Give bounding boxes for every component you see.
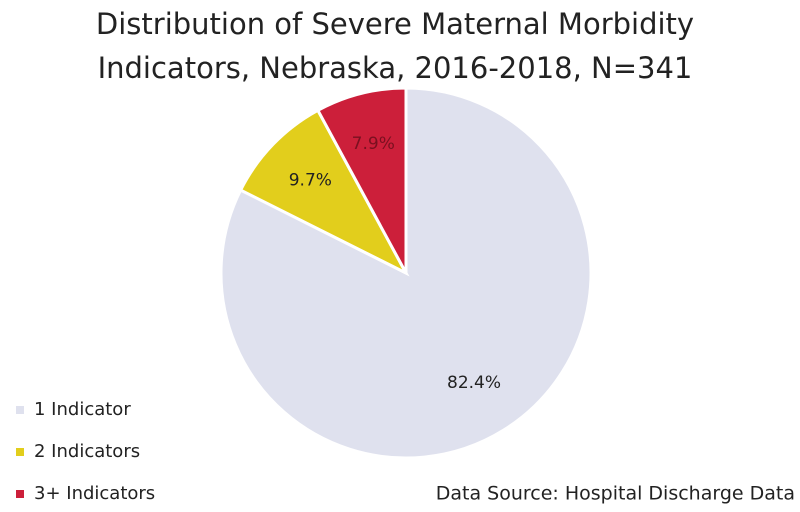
chart-title: Indicators, Nebraska, 2016-2018, N=341 (98, 51, 693, 85)
legend-label: 2 Indicators (34, 441, 140, 462)
legend-label: 1 Indicator (34, 399, 131, 420)
legend-swatch (16, 448, 24, 456)
legend-swatch (16, 406, 24, 414)
legend-label: 3+ Indicators (34, 483, 155, 504)
data-label: 82.4% (447, 373, 501, 393)
pie-slice (315, 86, 408, 274)
data-label: 7.9% (352, 134, 395, 154)
source-note: Data Source: Hospital Discharge Data (436, 483, 795, 505)
chart-title: Distribution of Severe Maternal Morbidit… (96, 7, 694, 41)
data-label: 9.7% (289, 170, 332, 190)
legend-swatch (16, 490, 24, 498)
pie-slice (238, 108, 410, 277)
